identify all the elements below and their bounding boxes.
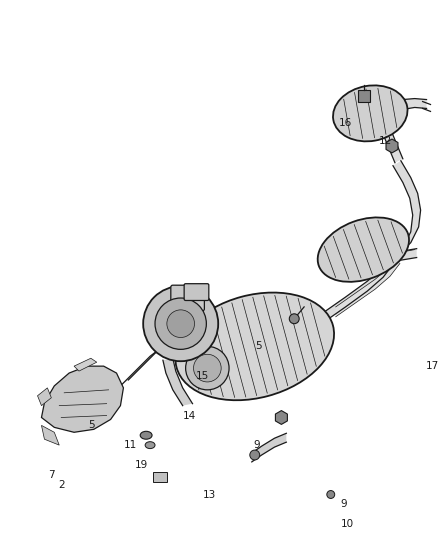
Polygon shape — [378, 115, 403, 163]
Ellipse shape — [318, 217, 409, 282]
Circle shape — [143, 286, 218, 361]
FancyBboxPatch shape — [153, 472, 167, 482]
Ellipse shape — [333, 85, 407, 141]
Circle shape — [327, 490, 335, 498]
Text: 11: 11 — [124, 440, 137, 450]
Polygon shape — [276, 410, 287, 424]
Circle shape — [167, 310, 194, 337]
Polygon shape — [326, 255, 393, 321]
Text: 19: 19 — [134, 460, 148, 470]
Polygon shape — [38, 388, 51, 406]
Circle shape — [186, 346, 229, 390]
Circle shape — [194, 354, 221, 382]
Polygon shape — [336, 254, 400, 317]
Ellipse shape — [140, 431, 152, 439]
Polygon shape — [390, 161, 420, 260]
Text: 12: 12 — [378, 136, 392, 146]
Text: 10: 10 — [341, 519, 354, 529]
Text: 5: 5 — [255, 342, 262, 351]
Circle shape — [290, 314, 299, 324]
FancyBboxPatch shape — [358, 90, 370, 101]
Text: 2: 2 — [58, 480, 64, 490]
Text: 9: 9 — [254, 440, 260, 450]
Circle shape — [155, 298, 206, 349]
Polygon shape — [403, 99, 427, 109]
Text: 5: 5 — [88, 421, 95, 430]
Polygon shape — [386, 139, 398, 153]
Polygon shape — [212, 338, 242, 358]
Ellipse shape — [145, 442, 155, 449]
Polygon shape — [163, 358, 193, 406]
Text: 9: 9 — [340, 499, 347, 510]
Polygon shape — [193, 363, 222, 386]
Ellipse shape — [175, 293, 334, 400]
Text: 17: 17 — [426, 361, 438, 371]
Polygon shape — [120, 341, 171, 386]
Text: 14: 14 — [183, 410, 196, 421]
Circle shape — [250, 450, 260, 460]
Text: 16: 16 — [339, 118, 352, 128]
Polygon shape — [252, 433, 286, 462]
Text: 13: 13 — [203, 489, 216, 499]
Polygon shape — [393, 249, 417, 262]
Text: 7: 7 — [48, 470, 55, 480]
Polygon shape — [42, 425, 59, 445]
FancyBboxPatch shape — [184, 284, 209, 301]
Polygon shape — [42, 366, 124, 432]
FancyBboxPatch shape — [171, 285, 205, 311]
Text: 15: 15 — [196, 371, 209, 381]
Polygon shape — [74, 358, 97, 371]
